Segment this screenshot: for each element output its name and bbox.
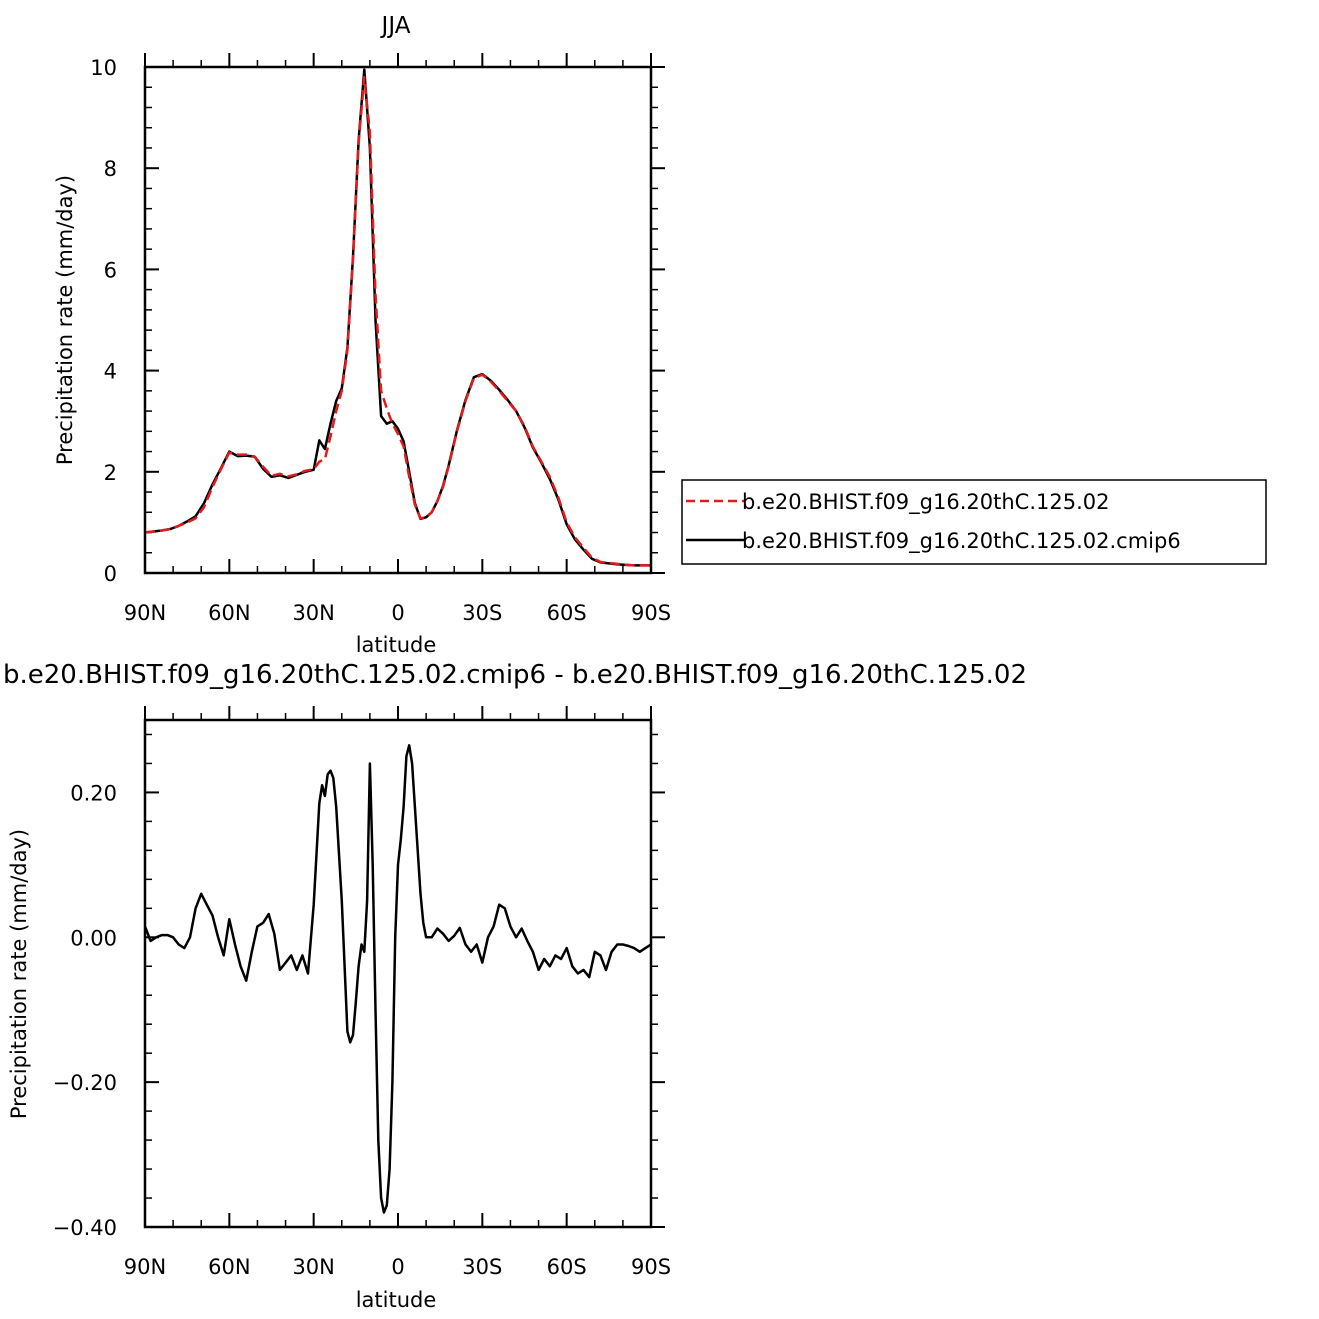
bottom-x-tick-label: 90S [631,1255,671,1279]
bottom-panel: b.e20.BHIST.f09_g16.20thC.125.02.cmip6 -… [3,660,1027,1312]
bottom-x-tick-labels: 90N 60N 30N 0 30S 60S 90S [124,1255,671,1279]
top-series-line-2 [144,68,651,567]
bottom-y-tick-label: 0.00 [70,926,117,950]
top-ticks [144,53,665,574]
top-x-tick-labels: 90N 60N 30N 0 30S 60S 90S [124,601,671,625]
legend-entry-1: b.e20.BHIST.f09_g16.20thC.125.02 [742,490,1109,515]
bottom-y-tick-label: −0.20 [53,1071,117,1095]
bottom-y-axis-label: Precipitation rate (mm/day) [7,829,31,1119]
top-y-tick-label: 8 [104,157,117,181]
top-y-tick-label: 4 [104,360,117,384]
bottom-x-tick-label: 90N [124,1255,166,1279]
top-series-line-1 [144,75,651,567]
top-x-tick-label: 90S [631,601,671,625]
legend-entry-2: b.e20.BHIST.f09_g16.20thC.125.02.cmip6 [742,529,1181,554]
bottom-x-tick-label: 60N [208,1255,250,1279]
top-x-tick-label: 30S [462,601,502,625]
legend-box [681,479,1267,565]
bottom-y-tick-label: 0.20 [70,781,117,805]
bottom-x-tick-label: 30N [292,1255,334,1279]
top-x-tick-label: 60S [547,601,587,625]
top-y-tick-label: 0 [104,562,117,586]
top-x-tick-label: 30N [292,601,334,625]
top-chart-title: JJA [380,13,411,39]
top-y-axis-label: Precipitation rate (mm/day) [53,175,77,465]
bottom-series [143,744,652,1214]
bottom-series-line-1 [143,744,652,1214]
top-x-tick-label: 0 [391,601,404,625]
bottom-y-tick-labels: 0.20 0.00 −0.20 −0.40 [53,781,117,1240]
bottom-x-tick-label: 0 [391,1255,404,1279]
top-y-tick-label: 2 [104,461,117,485]
top-plot-frame [143,65,653,575]
top-y-tick-label: 10 [90,56,117,80]
top-y-tick-labels: 0 2 4 6 8 10 [90,56,117,586]
top-x-tick-label: 90N [124,601,166,625]
top-x-tick-label: 60N [208,601,250,625]
legend: b.e20.BHIST.f09_g16.20thC.125.02 b.e20.B… [681,479,1267,565]
bottom-y-tick-label: −0.40 [53,1216,117,1240]
top-series [144,68,651,567]
bottom-x-axis-label: latitude [356,1288,437,1312]
top-y-tick-label: 6 [104,258,117,282]
bottom-plot-frame [143,718,653,1229]
bottom-x-tick-label: 60S [547,1255,587,1279]
top-panel: JJA 90N 60N 30N 0 30S 60S 90S 0 2 4 6 8 10 latitude… [53,13,671,657]
bottom-x-tick-label: 30S [462,1255,502,1279]
top-x-axis-label: latitude [356,633,437,657]
bottom-chart-title: b.e20.BHIST.f09_g16.20thC.125.02.cmip6 -… [3,660,1027,690]
